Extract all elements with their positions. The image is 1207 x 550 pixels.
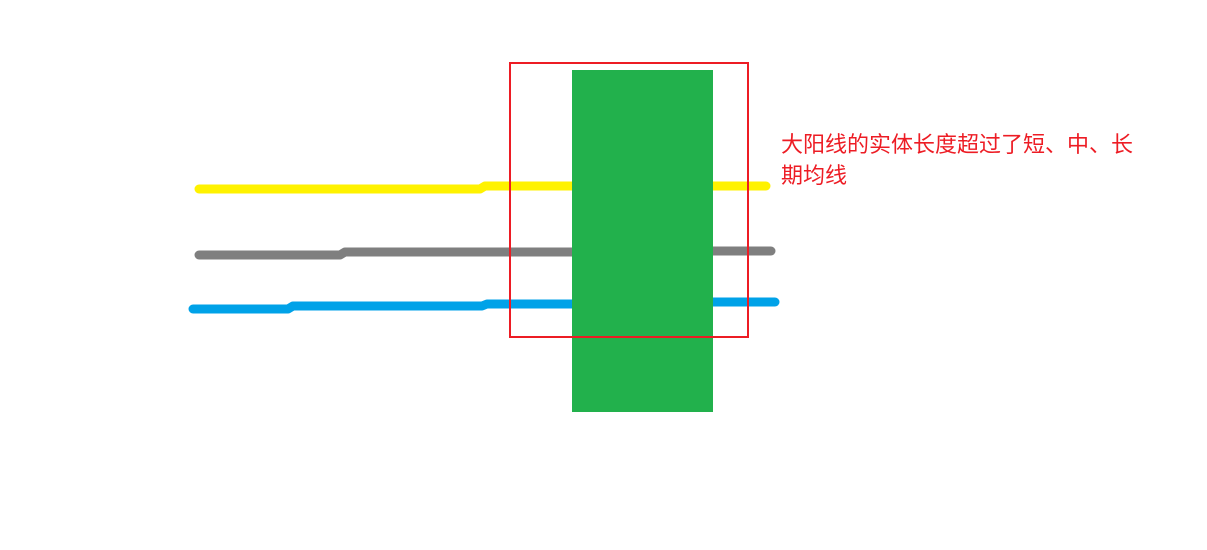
mid-ma-line [194,246,776,260]
highlight-box [509,62,749,338]
long-ma-line [188,297,780,314]
annotation-line-2: 期均线 [781,164,848,189]
short-ma-line [194,181,771,194]
candle-body [572,70,713,412]
annotation-line-1: 大阳线的实体长度超过了短、中、长 [781,133,1134,158]
annotation-text: 大阳线的实体长度超过了短、中、长 期均线 [781,130,1201,192]
